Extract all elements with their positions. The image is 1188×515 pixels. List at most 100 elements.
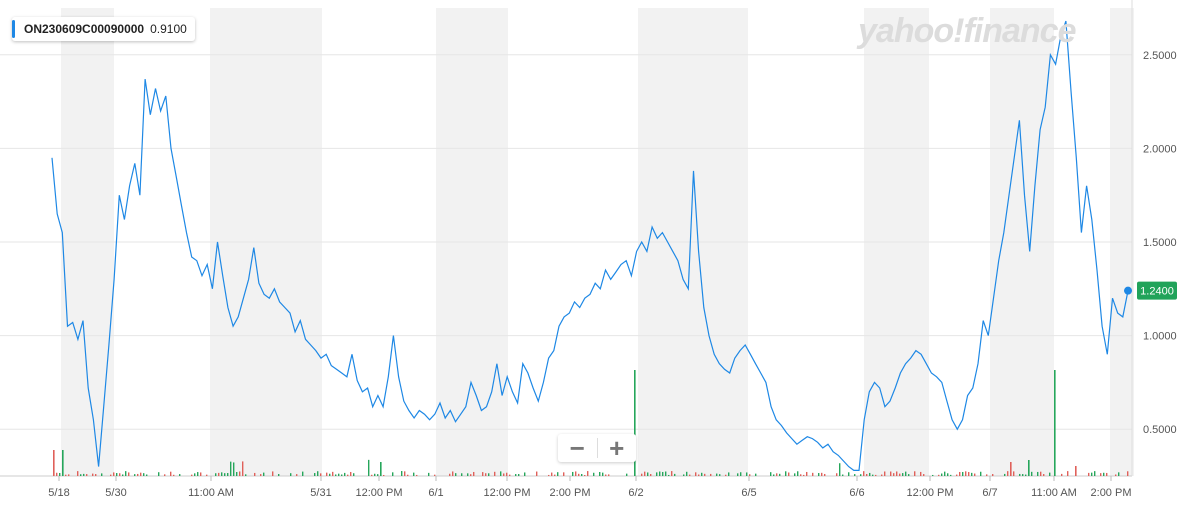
volume-bar [482,472,484,476]
volume-bars [53,370,1129,476]
volume-bar [1075,466,1077,476]
volume-bar [1100,473,1102,476]
volume-bar [140,472,142,476]
volume-bar [710,473,712,476]
volume-bar [665,471,667,476]
volume-bar [803,474,805,476]
volume-bar [128,472,130,476]
volume-bar [170,471,172,476]
volume-bar [854,474,856,476]
volume-bar [923,474,925,476]
volume-bar [956,474,958,476]
volume-bar [662,471,664,476]
volume-bar [56,472,58,476]
volume-bar [557,472,559,476]
volume-bar [374,473,376,476]
volume-bar [215,473,217,476]
volume-bar [1028,460,1030,476]
volume-bar [1115,474,1117,476]
volume-bar [377,474,379,476]
volume-bar [1118,472,1120,476]
volume-bar [290,473,292,476]
volume-bar [1025,474,1027,476]
volume-bar [746,472,748,476]
volume-bar [959,471,961,476]
volume-bar [1106,472,1108,476]
volume-bar [776,473,778,476]
volume-bar [494,471,496,476]
volume-bar [689,474,691,476]
volume-bar [908,474,910,476]
volume-bar [656,472,658,476]
volume-bar [869,472,871,476]
y-tick-label: 1.0000 [1143,331,1177,343]
yahoo-finance-logo: yahoo!finance [858,12,1076,50]
volume-bar [1061,473,1063,476]
volume-bar [1127,471,1129,476]
x-tick-label: 2:00 PM [1091,487,1132,499]
volume-bar [416,474,418,476]
x-tick-label: 11:00 AM [1031,487,1077,499]
volume-bar [797,471,799,476]
volume-bar [860,474,862,476]
volume-bar [848,472,850,476]
volume-bar [788,472,790,476]
volume-bar [233,462,235,476]
volume-bar [893,473,895,476]
volume-bar [500,471,502,476]
volume-bar [1091,472,1093,476]
volume-bar [634,370,636,476]
volume-bar [332,471,334,476]
x-tick-label: 2:00 PM [550,487,591,499]
y-tick-label: 1.5000 [1143,237,1177,249]
volume-bar [242,461,244,476]
volume-bar [413,472,415,476]
volume-bar [785,471,787,476]
volume-bar [695,472,697,476]
series-color-swatch [12,20,15,38]
volume-bar [737,473,739,476]
volume-bar [1040,471,1042,476]
volume-bar [224,473,226,476]
x-tick-label: 5/18 [48,487,69,499]
volume-bar [485,473,487,476]
volume-bar [1067,471,1069,476]
volume-bar [914,471,916,476]
volume-bar [548,474,550,476]
volume-bar [95,474,97,476]
volume-bar [686,471,688,476]
x-axis-labels: 5/18 5/30 11:00 AM 5/31 12:00 PM 6/1 12:00 PM 2… [48,476,1131,499]
legend-symbol: ON230609C00090000 [24,22,145,36]
volume-bar [749,474,751,476]
volume-bar [335,474,337,476]
volume-bar [302,471,304,476]
volume-bar [812,472,814,476]
volume-bar [221,472,223,476]
zoom-in-button[interactable]: + [609,432,625,463]
volume-bar [872,474,874,476]
volume-bar [587,471,589,476]
volume-bar [158,472,160,476]
series-legend[interactable]: ON230609C00090000 0.9100 [12,17,195,41]
volume-bar [314,473,316,476]
volume-bar [239,471,241,476]
volume-bar [488,473,490,476]
volume-bar [1013,471,1015,476]
volume-bar [353,473,355,476]
volume-bar [683,474,685,476]
volume-bar [470,474,472,476]
volume-bar [1007,471,1009,476]
volume-bar [794,473,796,476]
volume-bar [884,471,886,476]
volume-bar [230,461,232,476]
volume-bar [605,474,607,476]
zoom-out-button[interactable]: − [569,432,585,463]
volume-bar [866,474,868,476]
volume-bar [938,474,940,476]
volume-bar [608,474,610,476]
volume-bar [551,472,553,476]
volume-bar [278,473,280,476]
volume-bar [659,471,661,476]
